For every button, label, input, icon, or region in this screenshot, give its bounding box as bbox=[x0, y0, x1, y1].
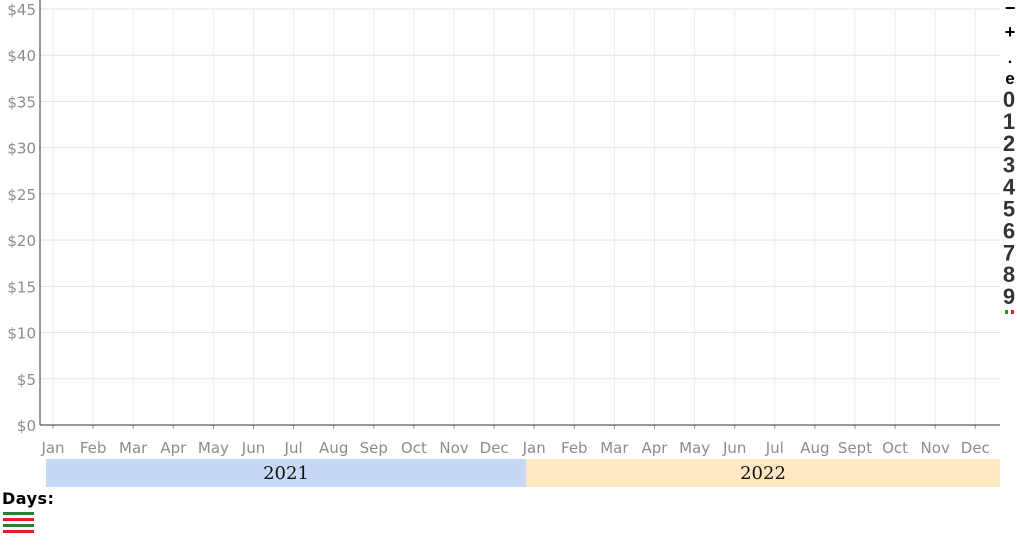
side-key-digit: 1 bbox=[1003, 109, 1015, 134]
x-tick-label: Nov bbox=[439, 439, 468, 457]
x-tick-label: Jun bbox=[241, 439, 265, 457]
side-key-digit: 6 bbox=[1003, 218, 1015, 243]
x-tick-label: Jun bbox=[722, 439, 746, 457]
x-tick-label: Aug bbox=[800, 439, 829, 457]
side-key-sign: − bbox=[1005, 0, 1016, 18]
y-tick-label: $15 bbox=[7, 278, 36, 296]
side-key-sign: . bbox=[1008, 50, 1012, 67]
y-tick-label: $20 bbox=[7, 232, 36, 250]
side-key-digit: 4 bbox=[1003, 175, 1016, 200]
x-tick-label: Oct bbox=[882, 439, 908, 457]
x-tick-label: May bbox=[198, 439, 229, 457]
y-tick-label: $35 bbox=[7, 93, 36, 111]
legend-swatch bbox=[3, 518, 34, 521]
year-bands: 2021 2022 bbox=[46, 459, 1000, 487]
side-key-digit: 0 bbox=[1003, 87, 1015, 112]
side-key-digit: 8 bbox=[1003, 262, 1015, 287]
x-tick-label: Mar bbox=[119, 439, 148, 457]
side-key-digit: 7 bbox=[1003, 240, 1015, 265]
x-tick-label: Feb bbox=[561, 439, 588, 457]
x-tick-label: Dec bbox=[480, 439, 509, 457]
side-key-marker bbox=[1005, 310, 1008, 314]
y-tick-label: $10 bbox=[7, 325, 36, 343]
legend-title: Days: bbox=[2, 489, 55, 508]
x-tick-label: Mar bbox=[600, 439, 629, 457]
x-tick-label: Apr bbox=[642, 439, 669, 457]
x-tick-label: Apr bbox=[160, 439, 187, 457]
x-tick-label: Jul bbox=[284, 439, 303, 457]
side-key-digit: 5 bbox=[1003, 197, 1015, 222]
y-tick-label: $40 bbox=[7, 47, 36, 65]
axes bbox=[39, 0, 1000, 429]
y-tick-label: $30 bbox=[7, 140, 36, 158]
x-tick-label: Jan bbox=[522, 439, 546, 457]
x-axis-ticks: Jan Feb Mar Apr May Jun Jul Aug Sep Oct Nov Dec Jan F… bbox=[40, 439, 989, 457]
grid bbox=[40, 8, 1000, 425]
x-tick-label: Nov bbox=[921, 439, 950, 457]
x-tick-label: Oct bbox=[401, 439, 427, 457]
side-key-digit: 9 bbox=[1003, 284, 1015, 309]
year-band bbox=[46, 459, 526, 487]
x-tick-label: Sep bbox=[360, 439, 388, 457]
side-key-sign: e bbox=[1005, 69, 1014, 88]
legend-swatch bbox=[3, 530, 34, 533]
side-key-digit: 2 bbox=[1003, 131, 1015, 156]
year-band-label: 2021 bbox=[263, 463, 309, 484]
y-tick-label: $45 bbox=[7, 1, 36, 19]
y-tick-label: $5 bbox=[17, 371, 36, 389]
side-key-sign: + bbox=[1005, 22, 1016, 42]
x-tick-label: Sept bbox=[838, 439, 872, 457]
legend-swatch bbox=[3, 524, 34, 527]
x-tick-label: Dec bbox=[961, 439, 990, 457]
side-key-digit: 3 bbox=[1003, 153, 1015, 178]
x-tick-label: May bbox=[679, 439, 710, 457]
side-key-marker bbox=[1011, 310, 1014, 314]
legend-swatch bbox=[3, 512, 34, 515]
year-band bbox=[526, 459, 1000, 487]
x-tick-label: Aug bbox=[319, 439, 348, 457]
year-band-label: 2022 bbox=[740, 463, 786, 484]
y-axis-ticks: $0 $5 $10 $15 $20 $25 $30 $35 $40 $45 bbox=[7, 1, 36, 435]
legend-swatches bbox=[2, 512, 82, 533]
y-tick-label: $0 bbox=[17, 417, 36, 435]
y-tick-label: $25 bbox=[7, 186, 36, 204]
x-tick-label: Jan bbox=[40, 439, 64, 457]
x-tick-label: Feb bbox=[80, 439, 107, 457]
x-tick-label: Jul bbox=[765, 439, 784, 457]
days-legend: Days: bbox=[2, 489, 82, 546]
